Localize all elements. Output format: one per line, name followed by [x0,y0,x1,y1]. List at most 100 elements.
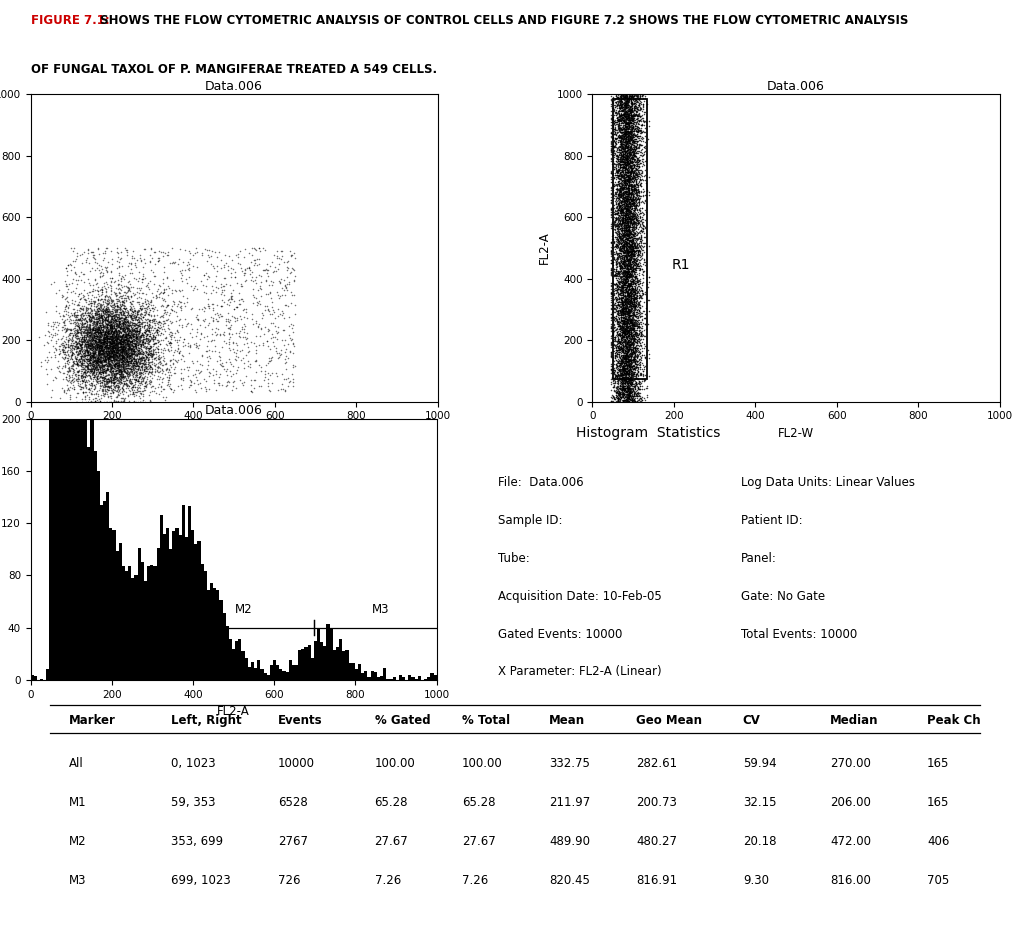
Point [92,335,108,350]
Point [120,349,137,364]
Point [612,169,629,183]
Point [616,341,633,356]
Point [93,338,109,353]
Point [118,332,135,347]
Point [88,304,104,319]
Point [95,323,111,338]
Point [624,170,640,185]
Point [75,312,92,327]
Point [609,240,626,255]
Point [618,281,634,295]
Point [259,257,275,272]
Point [62,350,78,365]
Point [142,347,158,362]
Point [613,288,630,303]
Point [626,383,642,398]
Point [613,181,630,196]
Point [82,369,98,383]
Point [629,291,645,306]
Point [625,318,641,332]
Point [628,94,644,109]
Point [90,310,106,325]
Point [100,323,116,338]
Point [621,390,637,405]
Point [91,333,107,348]
Point [626,144,642,158]
Point [68,342,85,357]
Point [271,345,287,360]
Point [116,337,132,352]
Point [99,307,115,321]
Text: 353, 699: 353, 699 [171,834,223,848]
Point [129,394,146,409]
Point [633,225,649,240]
Point [628,370,644,385]
Point [615,372,632,387]
Point [623,131,639,145]
Point [628,243,644,257]
Point [127,317,144,332]
Point [615,275,632,290]
Point [611,296,628,311]
Point [626,94,642,109]
Point [624,134,640,149]
Point [622,192,638,206]
Point [619,124,635,139]
Point [615,112,632,127]
Point [145,344,161,359]
Point [187,336,204,351]
Point [613,129,630,144]
Point [133,383,150,398]
Point [621,323,637,338]
Point [88,329,104,344]
Point [614,151,631,166]
Point [622,385,638,400]
Point [212,357,228,372]
Point [101,316,117,331]
Text: 65.28: 65.28 [374,795,408,808]
Point [74,317,91,332]
Point [99,367,115,382]
Point [611,310,628,325]
Point [128,354,145,369]
Point [608,156,625,171]
Point [606,345,623,360]
Point [623,195,639,210]
Point [69,341,86,356]
Point [89,299,105,314]
Point [613,140,630,155]
Point [608,354,625,369]
Point [124,336,141,351]
Point [628,334,644,349]
Point [79,322,96,337]
Point [98,336,114,351]
Point [627,303,643,318]
Point [263,278,279,293]
Point [627,158,643,173]
Point [220,340,236,355]
Point [619,206,635,221]
Point [621,113,637,128]
Point [622,179,638,194]
Point [114,335,130,350]
Point [616,300,633,315]
Point [97,370,113,385]
Point [108,321,124,336]
Point [606,330,623,344]
Point [619,218,635,232]
Point [622,314,638,329]
Point [618,202,634,217]
Point [616,333,633,348]
Text: 206.00: 206.00 [829,795,870,808]
Point [90,322,106,337]
Point [623,345,639,360]
Point [623,142,639,156]
Point [614,282,631,297]
Point [73,319,90,334]
Point [125,354,142,369]
Point [615,127,632,142]
Point [622,337,638,352]
Point [100,299,116,314]
Point [122,318,139,332]
Point [197,301,213,316]
